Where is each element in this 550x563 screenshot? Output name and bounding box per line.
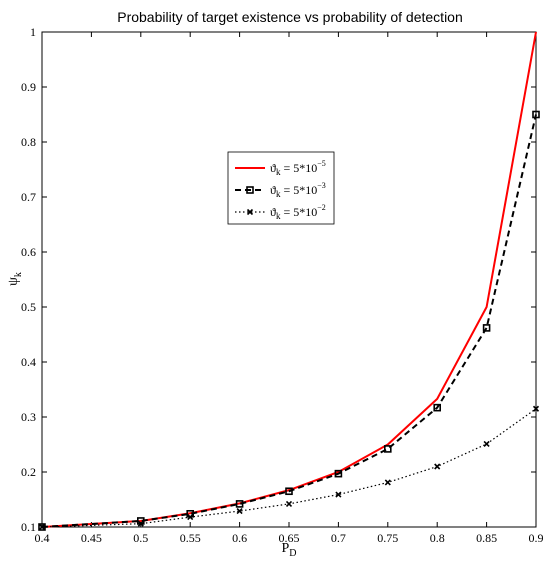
y-tick-label: 0.7 [21,190,36,204]
legend-box [227,151,335,225]
x-marker-stroke [532,405,540,412]
x-tick-label: 0.4 [35,531,50,545]
x-marker-stroke [246,208,254,216]
y-axis-label-sub: k [13,272,24,277]
y-axis-label: ψk [6,272,24,286]
series-2-point [235,500,244,508]
series-2-point [532,110,540,119]
axis-ticks: 0.4 0.45 0.5 0.55 0.6 0.65 0.7 0.75 0.8 0.85 0.9 0.… [21,25,544,545]
legend-marker-2 [246,186,254,194]
legend: ϑk = 5*10−5 ϑk = 5*10−3 ϑk = 5*10−2 [227,151,335,225]
y-tick-label: 0.6 [21,245,36,259]
y-tick-label: 0.3 [21,410,36,424]
series-3-point [187,514,194,521]
x-marker-stroke [483,440,490,448]
x-tick-label: 0.8 [430,531,445,545]
y-tick-label: 0.8 [21,135,36,149]
x-axis-label: PD [281,541,296,559]
x-axis-label-main: P [281,541,289,556]
legend-label-2: ϑk = 5*10−3 [270,181,326,199]
x-marker-stroke [285,500,293,507]
series-2-point [383,445,392,453]
series-line-3 [41,408,537,528]
x-tick-label: 0.65 [279,531,300,545]
x-tick-label: 0.45 [81,531,102,545]
x-marker-stroke [434,463,441,470]
series-2-point [38,523,46,531]
series-3-point [434,463,441,470]
series-3-point [532,405,540,412]
y-tick-label: 1 [30,25,36,39]
series-2-point [334,469,343,478]
series-3-point [335,491,342,498]
x-marker-stroke [187,514,194,521]
y-tick-label: 0.4 [21,355,36,369]
x-marker-stroke [335,491,342,498]
x-marker-stroke [236,507,243,515]
plot-area [41,31,537,528]
legend-label-1: ϑk = 5*10−5 [270,159,326,177]
series-3-point [285,500,293,507]
series-3-point [384,479,391,486]
x-marker-stroke [38,523,46,531]
x-tick-label: 0.7 [331,531,346,545]
x-axis-label-sub: D [289,548,296,559]
series-line-2 [41,114,537,528]
series-3-point [483,440,490,448]
series-3-point [38,523,46,531]
series-2-point [482,324,491,332]
x-tick-label: 0.85 [476,531,497,545]
x-tick-label: 0.75 [377,531,398,545]
x-tick-label: 0.6 [232,531,247,545]
x-tick-label: 0.5 [133,531,148,545]
series-layer [38,31,540,531]
chart-title: Probability of target existence vs proba… [117,9,463,25]
series-3-point [137,520,144,527]
y-tick-label: 0.2 [21,465,36,479]
y-tick-label: 0.9 [21,80,36,94]
series-2-point [285,487,293,496]
y-tick-label: 0.5 [21,300,36,314]
x-tick-label: 0.9 [529,531,544,545]
series-2-point [433,403,442,412]
x-marker-stroke [137,520,144,527]
x-tick-label: 0.55 [180,531,201,545]
legend-label-3: ϑk = 5*10−2 [270,203,326,221]
series-3-point [236,507,243,515]
y-tick-label: 0.1 [21,520,36,534]
y-axis-label-main: ψ [6,277,21,286]
x-marker-stroke [384,479,391,486]
legend-marker-3 [246,208,254,216]
